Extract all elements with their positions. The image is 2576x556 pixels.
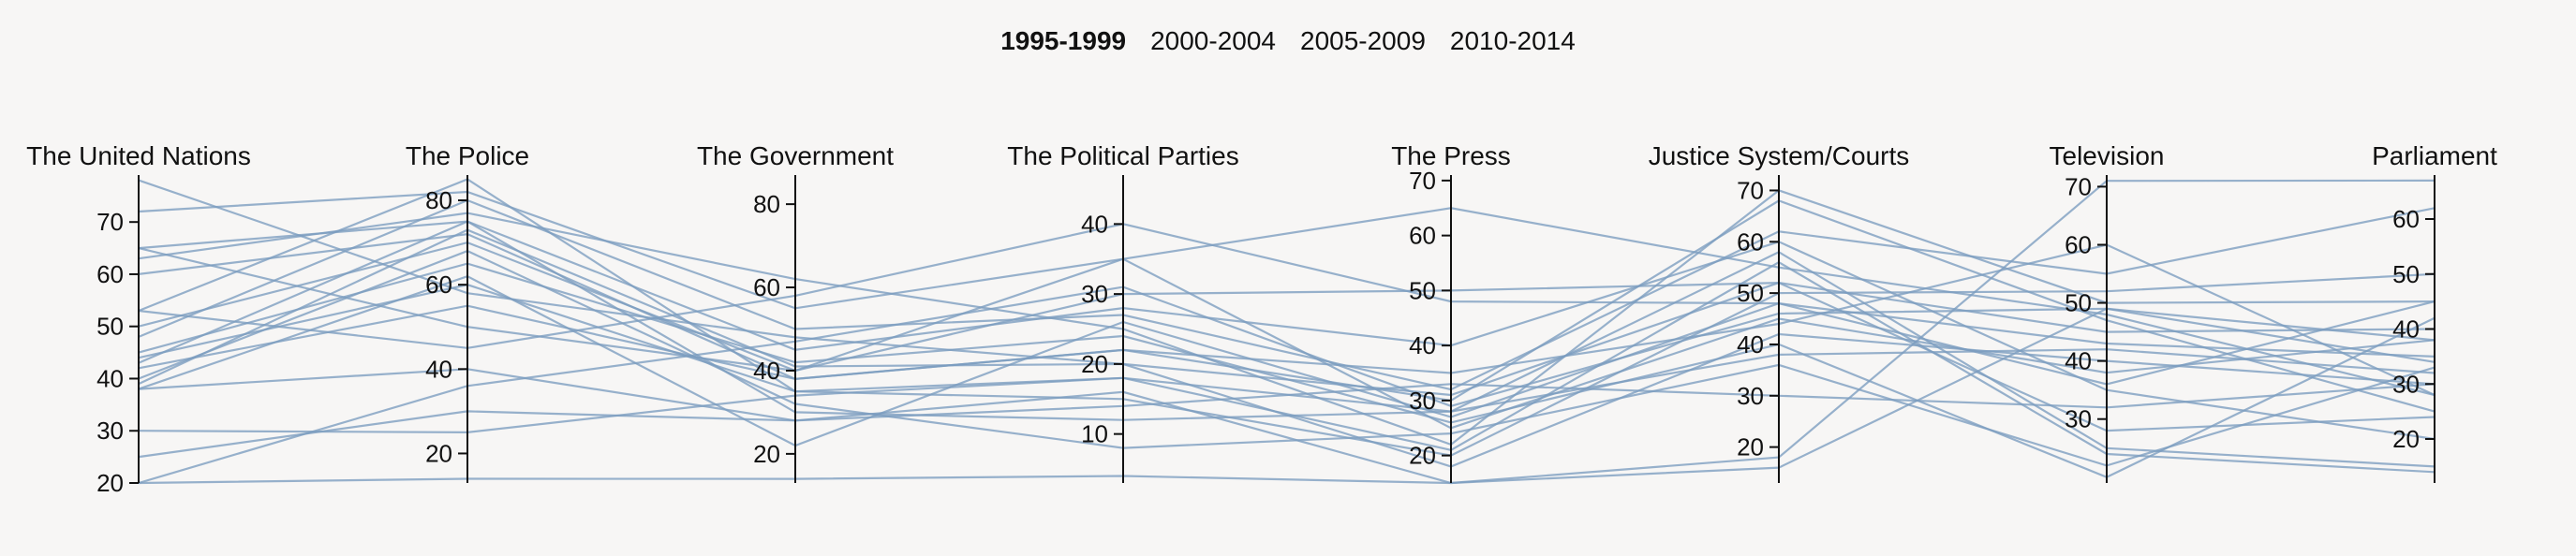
tick-label: 60 [96, 260, 124, 288]
record-line [138, 220, 2435, 441]
tick-label: 30 [2392, 370, 2420, 398]
record-line [138, 260, 2435, 474]
tick-label: 70 [2065, 172, 2092, 200]
tick-label: 60 [2392, 205, 2420, 233]
tick-label: 10 [1081, 420, 1108, 448]
tick-label: 70 [96, 208, 124, 236]
axis-title[interactable]: The Government [697, 141, 894, 170]
axis-title[interactable]: The Press [1391, 141, 1511, 170]
record-line [138, 247, 2435, 373]
record-line [138, 249, 2435, 467]
record-line [138, 223, 2435, 358]
tick-label: 40 [1409, 331, 1436, 359]
tick-label: 20 [425, 439, 452, 467]
tick-label: 40 [1737, 330, 1764, 358]
record-line [138, 190, 2435, 397]
tick-label: 20 [1737, 433, 1764, 461]
tick-label: 40 [2065, 347, 2092, 375]
tick-label: 20 [2392, 425, 2420, 453]
tick-label: 70 [1409, 167, 1436, 195]
record-line [138, 307, 2435, 485]
axis: 20 30 40 50 60 70 Justice System/Courts [1649, 141, 1910, 483]
tick-label: 60 [1409, 222, 1436, 250]
tick-label: 20 [1081, 350, 1108, 378]
record-line [138, 275, 2435, 447]
tick-label: 30 [1737, 382, 1764, 410]
axis: 20 30 40 50 60 Parliament [2372, 141, 2497, 483]
tab-2005-2009[interactable]: 2005-2009 [1300, 26, 1426, 55]
tick-label: 40 [753, 357, 780, 385]
tick-label: 20 [96, 469, 124, 497]
tick-label: 20 [753, 440, 780, 468]
tick-label: 50 [2065, 289, 2092, 317]
tick-label: 50 [1409, 276, 1436, 304]
tick-label: 30 [1081, 280, 1108, 308]
record-line [138, 285, 2435, 485]
record-line [138, 241, 2435, 430]
record-line [138, 179, 2435, 485]
tick-label: 40 [1081, 210, 1108, 238]
tick-label: 40 [2392, 315, 2420, 344]
tick-label: 80 [425, 186, 452, 214]
tick-label: 30 [96, 417, 124, 445]
record-line [138, 199, 2435, 413]
axis-title[interactable]: The United Nations [26, 141, 251, 170]
record-line [138, 198, 2435, 391]
tick-label: 50 [2392, 260, 2420, 288]
tick-label: 40 [96, 364, 124, 392]
tick-label: 40 [425, 355, 452, 383]
tab-2010-2014[interactable]: 2010-2014 [1449, 26, 1576, 55]
axis: 20 40 60 80 The Government [697, 141, 894, 483]
period-tabs: 1995-1999 2000-2004 2005-2009 2010-2014 [0, 26, 2576, 56]
tick-label: 30 [2065, 405, 2092, 433]
axis-title[interactable]: The Political Parties [1007, 141, 1238, 170]
tick-label: 70 [1737, 176, 1764, 204]
axis-title[interactable]: The Police [406, 141, 529, 170]
tick-label: 30 [1409, 387, 1436, 415]
tick-label: 60 [753, 273, 780, 301]
tick-label: 60 [425, 271, 452, 299]
axis: 10 20 30 40 The Political Parties [1007, 141, 1239, 483]
record-line [138, 272, 2435, 457]
tab-1995-1999[interactable]: 1995-1999 [1000, 26, 1127, 55]
tick-label: 60 [1737, 227, 1764, 256]
tick-label: 50 [96, 313, 124, 341]
axis-title[interactable]: Television [2050, 141, 2165, 170]
polylines-layer [138, 178, 2435, 485]
tick-label: 80 [753, 190, 780, 218]
tick-label: 20 [1409, 442, 1436, 470]
tick-label: 60 [2065, 230, 2092, 258]
axis-title[interactable]: Justice System/Courts [1649, 141, 1910, 170]
record-line [138, 243, 2435, 396]
axis: 20 40 60 80 The Police [406, 141, 529, 483]
tick-label: 50 [1737, 279, 1764, 307]
axis-title[interactable]: Parliament [2372, 141, 2497, 170]
record-line [138, 189, 2435, 446]
tab-2000-2004[interactable]: 2000-2004 [1150, 26, 1276, 55]
axes-layer: 20 30 40 50 60 70 The United Nations 20 40 60 80 Th… [26, 141, 2497, 497]
axis: 20 30 40 50 60 70 The United Nations [26, 141, 251, 497]
